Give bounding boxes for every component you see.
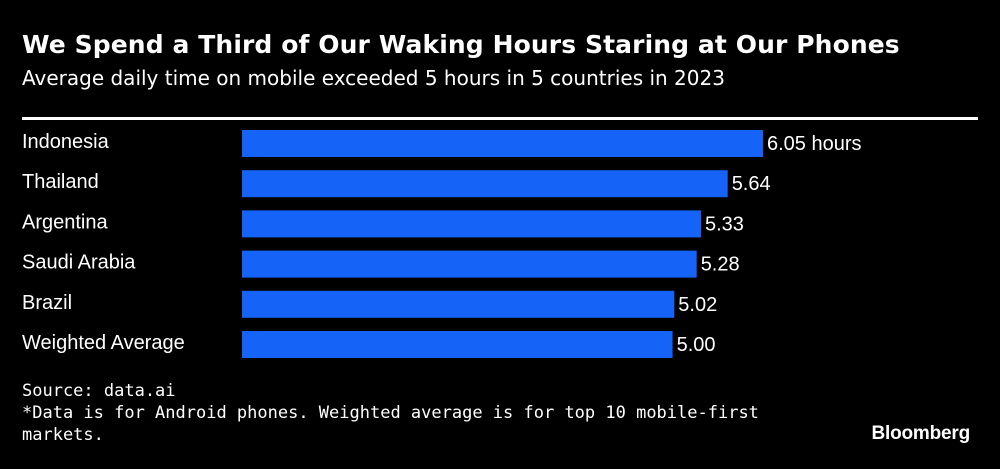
category-label: Thailand [22, 171, 99, 193]
chart-subtitle: Average daily time on mobile exceeded 5 … [22, 66, 725, 90]
footnotes: Source: data.ai *Data is for Android pho… [22, 380, 782, 446]
bar [242, 290, 675, 318]
value-label: 5.33 [705, 213, 744, 235]
category-label: Saudi Arabia [22, 252, 136, 274]
value-label: 6.05 hours [767, 133, 862, 155]
category-label: Argentina [22, 211, 108, 233]
source-note: Source: data.ai [22, 381, 176, 401]
category-label: Brazil [22, 292, 72, 314]
category-label: Indonesia [22, 131, 110, 153]
bar [242, 170, 728, 198]
bar [242, 210, 701, 238]
bar [242, 250, 697, 278]
category-label: Weighted Average [22, 332, 185, 354]
bloomberg-logo: Bloomberg [871, 423, 971, 444]
value-label: 5.00 [677, 334, 716, 356]
value-label: 5.02 [678, 294, 717, 316]
bar-chart: Indonesia 6.05 hours Thailand 5.64 Argentina… [22, 130, 862, 358]
bar [242, 130, 763, 157]
chart-title: We Spend a Third of Our Waking Hours Sta… [22, 30, 900, 59]
value-label: 5.28 [701, 254, 740, 276]
data-note: *Data is for Android phones. Weighted av… [22, 403, 759, 445]
value-label: 5.64 [732, 173, 771, 195]
bar [242, 331, 673, 358]
header-divider [22, 117, 978, 120]
